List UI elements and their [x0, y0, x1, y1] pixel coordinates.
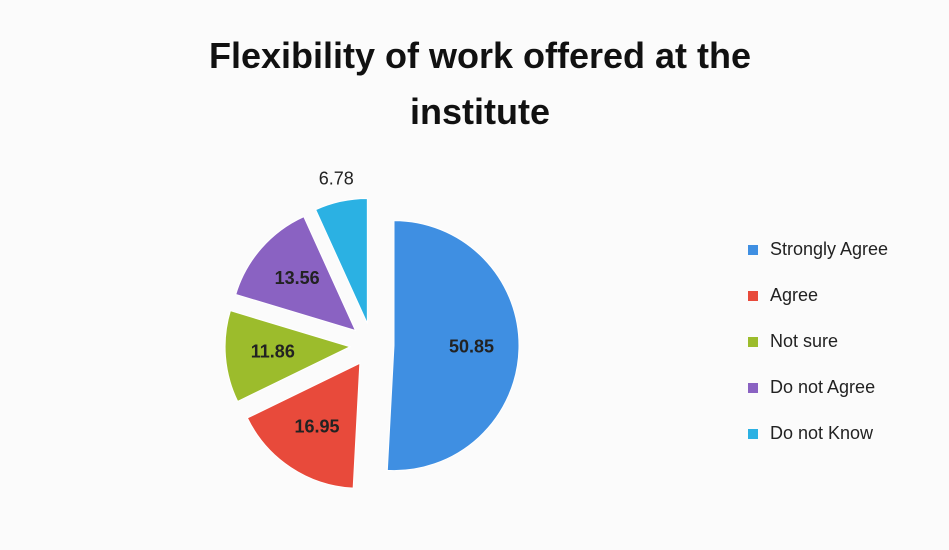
legend-swatch [748, 429, 758, 439]
pie-slice [224, 310, 352, 403]
legend-label: Not sure [770, 331, 838, 351]
legend-swatch [748, 383, 758, 393]
pie-slice [315, 197, 368, 324]
data-label: 50.85 [449, 336, 494, 356]
legend-swatch [748, 291, 758, 301]
legend-label: Do not Know [770, 423, 874, 443]
legend-label: Agree [770, 285, 818, 305]
legend-swatch [748, 337, 758, 347]
pie-slice [235, 216, 357, 332]
legend-label: Strongly Agree [770, 239, 888, 259]
data-label: 11.86 [251, 342, 295, 362]
chart-title: Flexibility of work offered at the insti… [208, 35, 752, 132]
legend-label: Do not Agree [770, 377, 875, 397]
legend-swatch [748, 245, 758, 255]
data-label: 6.78 [319, 169, 354, 189]
data-label: 13.56 [275, 268, 320, 288]
pie-slice [246, 362, 361, 489]
data-label: 16.95 [294, 417, 339, 437]
pie-slice [386, 220, 520, 472]
